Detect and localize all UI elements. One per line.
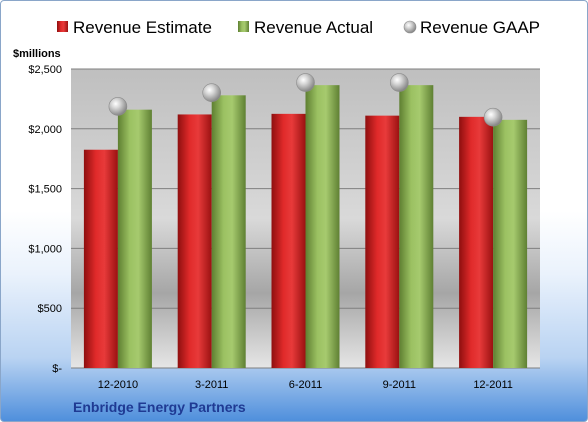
x-tick-label: 9-2011 xyxy=(383,379,416,391)
revenue-estimate-bar xyxy=(365,115,400,368)
revenue-estimate-bar xyxy=(271,113,306,368)
legend-label: Revenue GAAP xyxy=(420,18,540,37)
y-tick-label: $2,000 xyxy=(28,124,62,136)
legend-label: Revenue Estimate xyxy=(73,18,212,37)
legend-item-revenue-gaap: Revenue GAAP xyxy=(403,18,540,37)
bars xyxy=(83,85,528,369)
legend-label: Revenue Actual xyxy=(254,18,373,37)
revenue-gaap-marker xyxy=(202,83,221,103)
x-tick-label: 12-2010 xyxy=(98,379,138,391)
y-axis-ticks: $- $500 $1,000 $1,500 $2,000 $2,500 xyxy=(28,64,62,375)
revenue-gaap-marker xyxy=(108,97,128,116)
revenue-gaap-marker xyxy=(483,107,503,127)
x-tick-label: 3-2011 xyxy=(195,379,228,391)
revenue-actual-bar xyxy=(211,95,246,368)
revenue-estimate-bar xyxy=(459,116,494,368)
revenue-estimate-bar xyxy=(177,114,212,368)
y-axis-unit-label: $millions xyxy=(13,48,61,60)
x-tick-label: 6-2011 xyxy=(289,379,322,391)
revenue-actual-bar xyxy=(117,109,152,368)
y-tick-label: $1,500 xyxy=(28,184,62,196)
legend-swatch xyxy=(57,21,68,32)
y-tick-label: $1,000 xyxy=(28,243,62,255)
revenue-gaap-marker xyxy=(296,73,315,92)
x-tick-label: 12-2011 xyxy=(473,379,513,391)
legend-item-revenue-estimate: Revenue Estimate xyxy=(57,18,212,37)
y-tick-label: $2,500 xyxy=(28,64,62,76)
revenue-actual-bar xyxy=(399,85,434,369)
revenue-gaap-marker xyxy=(389,73,409,92)
revenue-actual-bar xyxy=(493,119,528,368)
company-name: Enbridge Energy Partners xyxy=(73,399,246,415)
revenue-estimate-bar xyxy=(83,149,118,368)
y-tick-label: $- xyxy=(52,363,62,375)
legend-swatch xyxy=(403,20,417,34)
y-tick-label: $500 xyxy=(38,303,62,315)
x-axis-ticks: 12-2010 3-2011 6-2011 9-2011 12-2011 xyxy=(98,379,513,391)
legend: Revenue Estimate Revenue Actual Revenue GA… xyxy=(57,18,540,37)
legend-swatch xyxy=(238,21,249,32)
gaap-markers xyxy=(108,73,503,127)
revenue-actual-bar xyxy=(305,85,340,369)
legend-item-revenue-actual: Revenue Actual xyxy=(238,18,373,37)
